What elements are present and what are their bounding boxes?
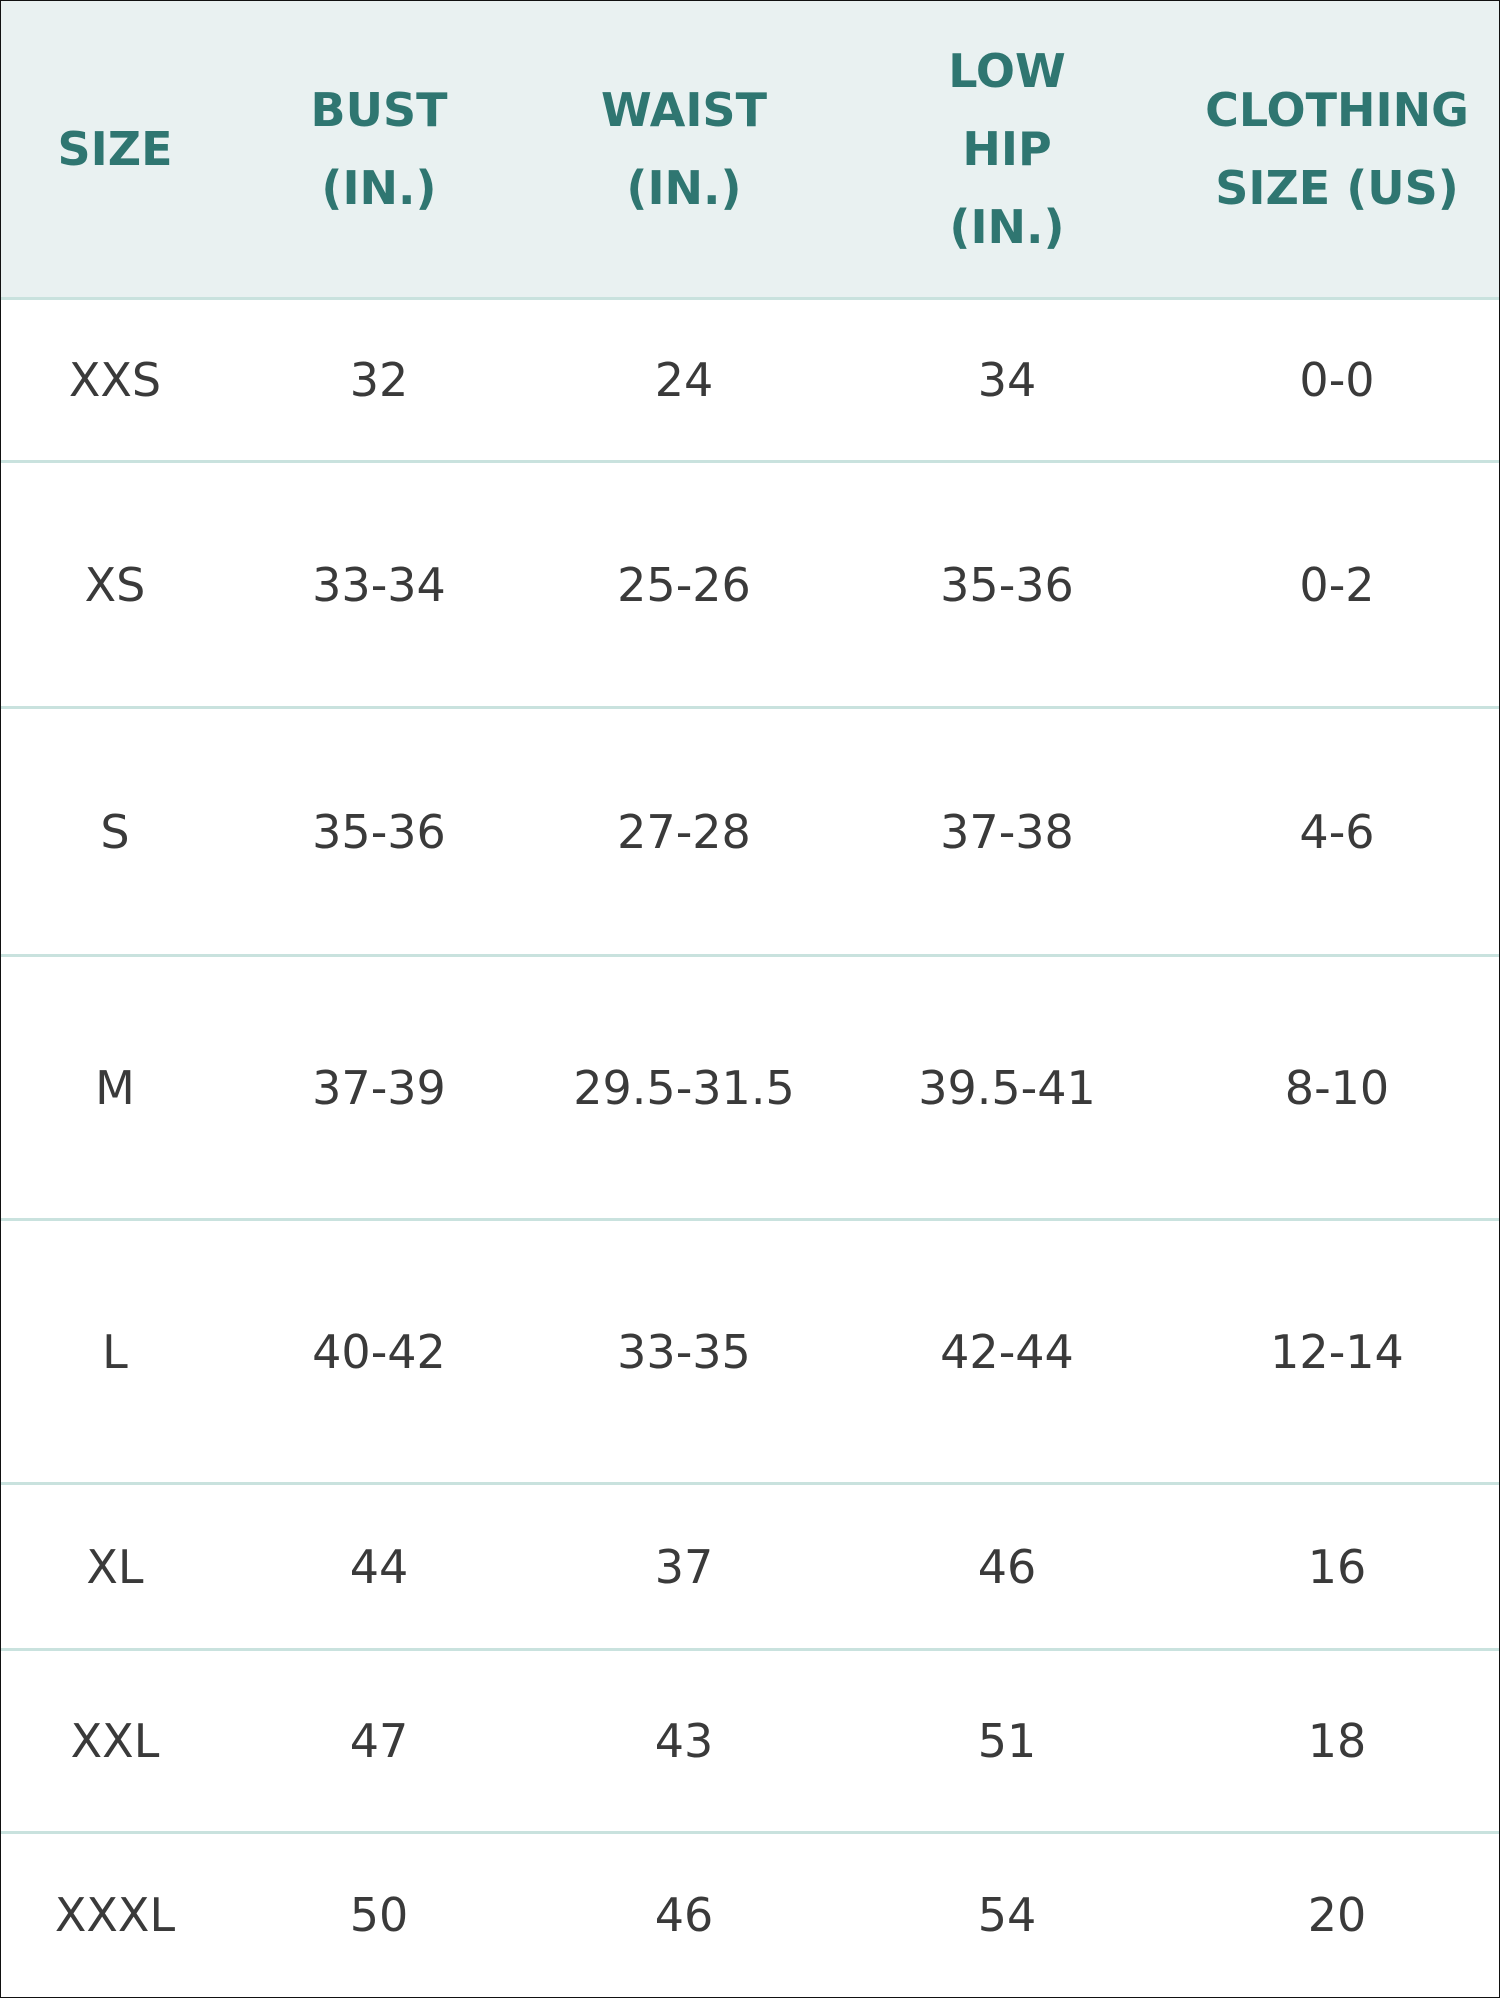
table-cell: 25-26 bbox=[529, 460, 839, 708]
table-cell: 8-10 bbox=[1175, 954, 1499, 1220]
table-cell: 46 bbox=[839, 1482, 1175, 1650]
table-cell: XXXL bbox=[1, 1831, 229, 1997]
table-cell: 0-2 bbox=[1175, 460, 1499, 708]
table-cell: XS bbox=[1, 460, 229, 708]
table-cell: 24 bbox=[529, 297, 839, 462]
header-cell: WAIST (IN.) bbox=[529, 1, 839, 299]
table-cell: 37-38 bbox=[839, 706, 1175, 956]
table-row: XS 33-34 25-26 35-36 0-2 bbox=[1, 460, 1499, 708]
header-text: SIZE bbox=[57, 122, 173, 176]
table-cell: 40-42 bbox=[229, 1218, 529, 1484]
table-cell: XXL bbox=[1, 1648, 229, 1833]
table-cell: 34 bbox=[839, 297, 1175, 462]
table-cell: L bbox=[1, 1218, 229, 1484]
header-text: LOW HIP (IN.) bbox=[948, 44, 1066, 254]
table-cell: 20 bbox=[1175, 1831, 1499, 1997]
table-cell: 35-36 bbox=[229, 706, 529, 956]
table-cell: 33-34 bbox=[229, 460, 529, 708]
table-cell: 37-39 bbox=[229, 954, 529, 1220]
table-cell: 12-14 bbox=[1175, 1218, 1499, 1484]
table-cell: 54 bbox=[839, 1831, 1175, 1997]
header-cell: BUST (IN.) bbox=[229, 1, 529, 299]
header-text: CLOTHING SIZE (US) bbox=[1205, 83, 1469, 215]
table-cell: 50 bbox=[229, 1831, 529, 1997]
table-cell: 46 bbox=[529, 1831, 839, 1997]
header-text: WAIST (IN.) bbox=[601, 83, 767, 215]
table-cell: 35-36 bbox=[839, 460, 1175, 708]
table-cell: 37 bbox=[529, 1482, 839, 1650]
table-cell: 29.5-31.5 bbox=[529, 954, 839, 1220]
table-cell: 51 bbox=[839, 1648, 1175, 1833]
table-cell: 47 bbox=[229, 1648, 529, 1833]
table-row: L 40-42 33-35 42-44 12-14 bbox=[1, 1218, 1499, 1484]
table-cell: XL bbox=[1, 1482, 229, 1650]
table-cell: 39.5-41 bbox=[839, 954, 1175, 1220]
table-cell: 27-28 bbox=[529, 706, 839, 956]
table-cell: 16 bbox=[1175, 1482, 1499, 1650]
table-cell: S bbox=[1, 706, 229, 956]
table-cell: 0-0 bbox=[1175, 297, 1499, 462]
table-row: XXS 32 24 34 0-0 bbox=[1, 297, 1499, 462]
table-row: XXL 47 43 51 18 bbox=[1, 1648, 1499, 1833]
table-cell: 18 bbox=[1175, 1648, 1499, 1833]
header-text: BUST (IN.) bbox=[310, 83, 448, 215]
table-row: XXXL 50 46 54 20 bbox=[1, 1831, 1499, 1997]
table-cell: 33-35 bbox=[529, 1218, 839, 1484]
header-cell: CLOTHING SIZE (US) bbox=[1175, 1, 1499, 299]
table-cell: 43 bbox=[529, 1648, 839, 1833]
table-cell: 4-6 bbox=[1175, 706, 1499, 956]
table-cell: 44 bbox=[229, 1482, 529, 1650]
header-row: SIZE BUST (IN.) WAIST (IN.) LOW HIP (IN.) CL… bbox=[1, 1, 1499, 299]
table-row: M 37-39 29.5-31.5 39.5-41 8-10 bbox=[1, 954, 1499, 1220]
table-cell: M bbox=[1, 954, 229, 1220]
table-body: XXS 32 24 34 0-0 XS 33-34 25-26 35-36 0-2 S 35-36 27… bbox=[1, 297, 1499, 1997]
table-cell: 32 bbox=[229, 297, 529, 462]
header-cell: LOW HIP (IN.) bbox=[839, 1, 1175, 299]
table-cell: XXS bbox=[1, 297, 229, 462]
table-cell: 42-44 bbox=[839, 1218, 1175, 1484]
table-row: XL 44 37 46 16 bbox=[1, 1482, 1499, 1650]
table-row: S 35-36 27-28 37-38 4-6 bbox=[1, 706, 1499, 956]
header-cell: SIZE bbox=[1, 1, 229, 299]
